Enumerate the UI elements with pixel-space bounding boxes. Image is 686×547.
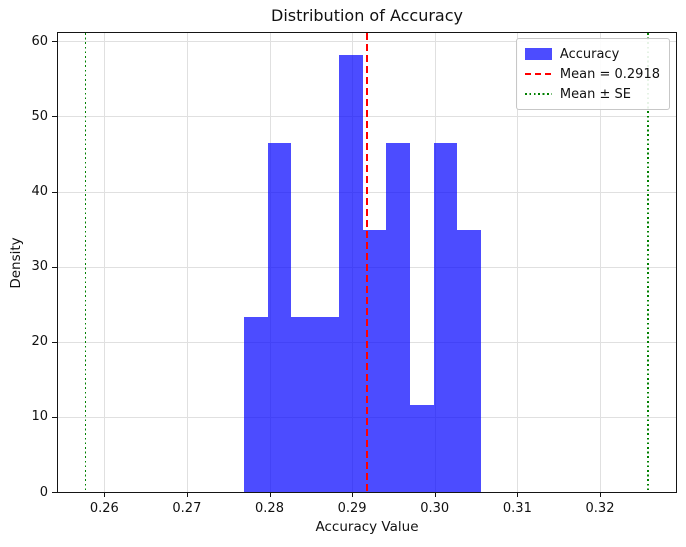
x-tick-mark: [352, 492, 354, 497]
x-tick-label: 0.29: [337, 501, 367, 516]
y-tick-label: 10: [31, 409, 48, 425]
legend-item: Accuracy: [524, 44, 660, 64]
legend-item: Mean = 0.2918: [524, 64, 660, 84]
x-tick-label: 0.32: [585, 501, 615, 516]
histogram-bar: [457, 229, 482, 492]
legend-label: Mean ± SE: [559, 86, 631, 102]
y-tick-mark: [52, 341, 57, 343]
y-axis-label: Density: [8, 237, 24, 289]
x-gridline: [600, 33, 601, 492]
x-axis-label: Accuracy Value: [315, 519, 419, 535]
accuracy-patch-icon: [524, 48, 552, 60]
x-gridline: [104, 33, 106, 492]
x-tick-mark: [434, 492, 436, 497]
y-tick-mark: [52, 492, 57, 493]
x-gridline: [517, 33, 519, 492]
histogram-bar: [362, 229, 387, 492]
y-tick-mark: [52, 191, 57, 193]
legend-item: Mean ± SE: [524, 84, 660, 104]
x-tick-mark: [104, 492, 106, 497]
se-line: [647, 33, 649, 492]
x-gridline: [186, 33, 188, 492]
histogram-bar: [338, 55, 363, 492]
mean-line: [366, 33, 368, 492]
legend-label: Mean = 0.2918: [559, 66, 660, 82]
legend-label: Accuracy: [559, 46, 620, 62]
y-tick-label: 50: [31, 108, 48, 124]
y-tick-mark: [52, 41, 57, 43]
x-tick-mark: [600, 492, 601, 497]
x-tick-mark: [186, 492, 188, 497]
x-tick-label: 0.28: [255, 501, 284, 516]
x-tick-label: 0.26: [89, 501, 119, 516]
histogram-bar: [267, 142, 292, 492]
x-tick-label: 0.30: [420, 501, 450, 516]
y-tick-label: 30: [31, 259, 48, 275]
histogram-bar: [386, 142, 410, 492]
dotted-line-icon: [524, 93, 552, 95]
histogram-bar: [243, 317, 268, 492]
y-tick-label: 20: [31, 334, 48, 350]
y-tick-mark: [52, 416, 57, 418]
legend: Accuracy Mean = 0.2918 Mean ± SE: [515, 38, 670, 110]
y-tick-mark: [52, 116, 57, 118]
dashed-line-icon: [524, 73, 552, 75]
y-tick-label: 60: [31, 33, 48, 49]
y-tick-label: 0: [39, 484, 48, 500]
chart-title: Distribution of Accuracy: [271, 6, 463, 25]
y-tick-mark: [52, 266, 57, 268]
x-tick-mark: [517, 492, 519, 497]
x-tick-mark: [269, 492, 271, 497]
histogram-bar: [409, 404, 434, 492]
x-tick-label: 0.27: [172, 501, 202, 516]
y-tick-label: 40: [31, 184, 48, 199]
x-tick-label: 0.31: [502, 501, 532, 516]
histogram-bar: [315, 317, 339, 492]
histogram-bar: [433, 142, 458, 492]
histogram-bar: [291, 317, 316, 492]
se-line: [84, 33, 86, 492]
